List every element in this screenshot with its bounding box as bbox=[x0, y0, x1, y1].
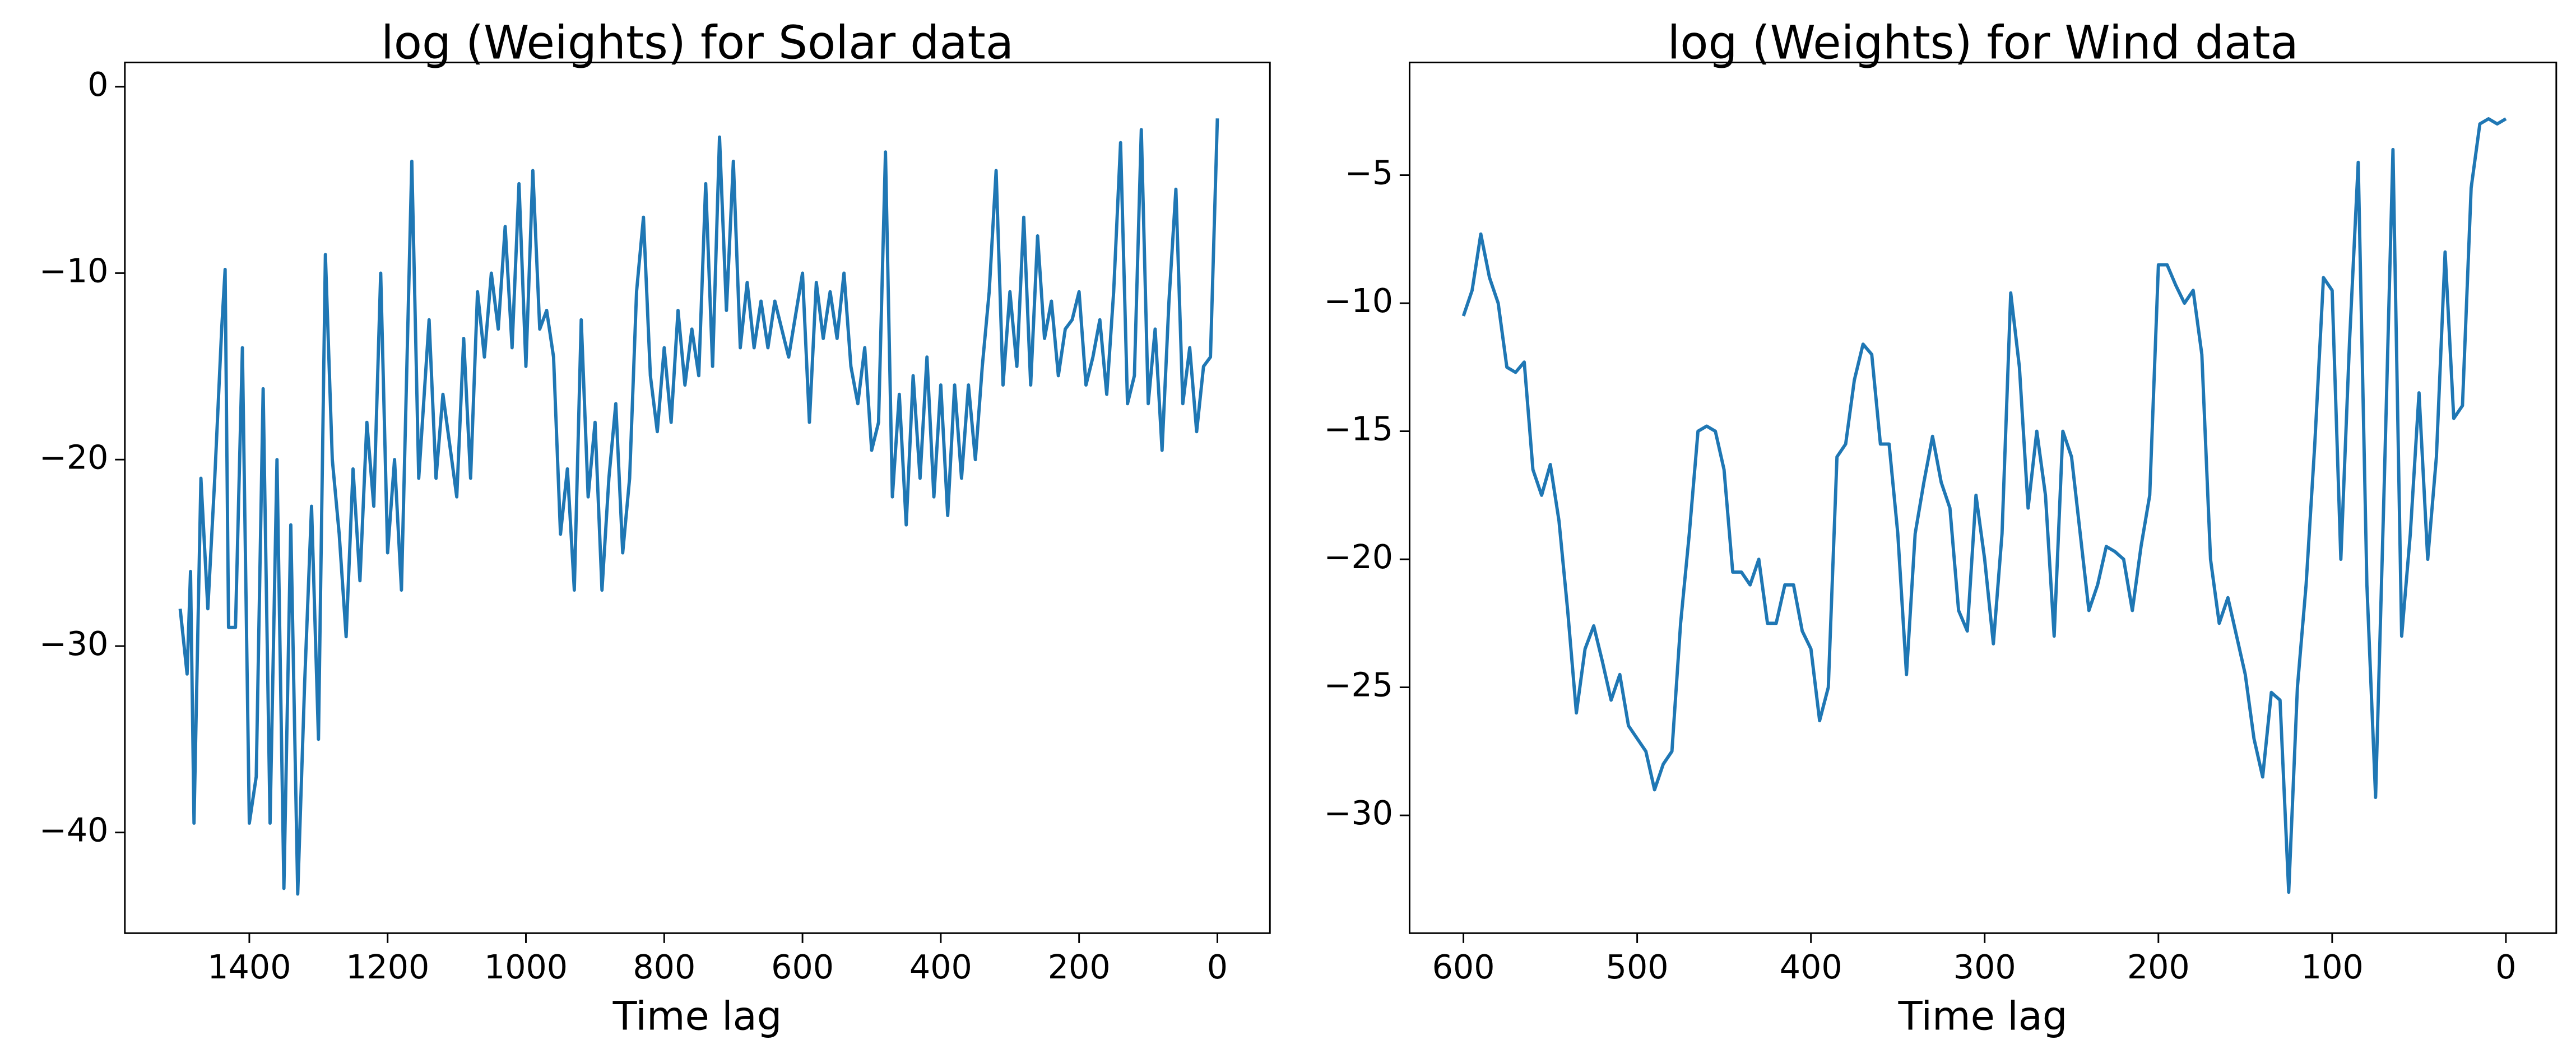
chart-title: log (Weights) for Solar data bbox=[381, 17, 1014, 70]
x-axis-label: Time lag bbox=[612, 993, 782, 1039]
y-tick-label: −10 bbox=[1324, 282, 1393, 320]
y-tick-label: −10 bbox=[39, 252, 109, 290]
x-tick-label: 500 bbox=[1606, 948, 1669, 986]
x-tick-label: 0 bbox=[2495, 948, 2516, 986]
x-tick-label: 0 bbox=[1207, 948, 1228, 986]
y-tick-label: −30 bbox=[1324, 794, 1393, 832]
x-tick-label: 800 bbox=[633, 948, 695, 986]
x-tick-label: 200 bbox=[2127, 948, 2190, 986]
x-tick-label: 300 bbox=[1953, 948, 2016, 986]
y-tick-label: −5 bbox=[1345, 154, 1393, 192]
x-tick-label: 1400 bbox=[207, 948, 291, 986]
y-tick-label: −15 bbox=[1324, 410, 1393, 448]
chart-title: log (Weights) for Wind data bbox=[1668, 17, 2299, 70]
x-tick-label: 600 bbox=[771, 948, 834, 986]
x-tick-label: 400 bbox=[909, 948, 972, 986]
x-tick-label: 600 bbox=[1432, 948, 1495, 986]
plot-frame bbox=[124, 62, 1271, 934]
y-tick-label: −25 bbox=[1324, 666, 1393, 704]
y-tick-label: −20 bbox=[1324, 538, 1393, 576]
y-tick-label: −40 bbox=[39, 811, 109, 850]
data-line bbox=[1461, 117, 2507, 894]
plot-frame bbox=[1408, 62, 2558, 934]
x-tick-label: 1000 bbox=[484, 948, 568, 986]
y-tick-label: −30 bbox=[39, 625, 109, 663]
x-tick-label: 1200 bbox=[346, 948, 429, 986]
y-tick-label: 0 bbox=[87, 66, 108, 104]
y-tick-label: −20 bbox=[39, 438, 109, 476]
data-line bbox=[178, 118, 1219, 896]
x-tick-label: 200 bbox=[1048, 948, 1111, 986]
x-axis-label: Time lag bbox=[1898, 993, 2068, 1039]
x-tick-label: 100 bbox=[2301, 948, 2364, 986]
x-tick-label: 400 bbox=[1780, 948, 1842, 986]
